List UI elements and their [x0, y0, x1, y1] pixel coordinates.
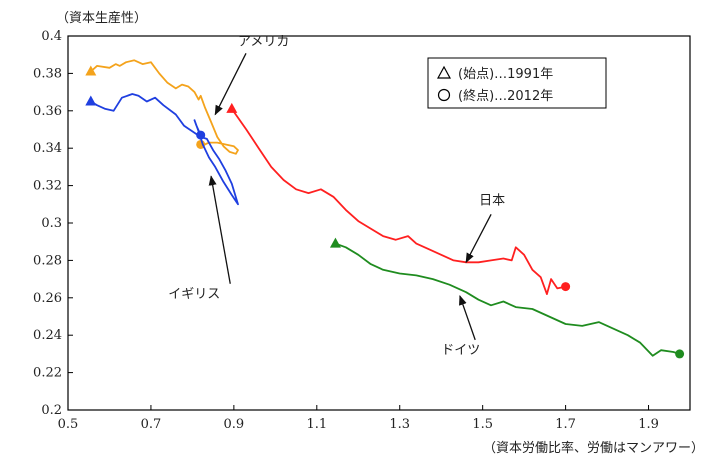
y-tick-label: 0.32 [33, 179, 62, 194]
y-tick-label: 0.38 [33, 66, 62, 81]
x-tick-label: 0.5 [58, 417, 79, 432]
legend: (始点)…1991年 (終点)…2012年 [427, 57, 607, 109]
annotation-arrow-usa [214, 53, 247, 116]
series-germany [329, 237, 685, 359]
y-axis-label: （資本生産性） [56, 10, 147, 26]
y-tick-label: 0.4 [41, 29, 62, 44]
y-tick-label: 0.3 [41, 216, 62, 231]
x-tick-label: 1.3 [389, 417, 410, 432]
legend-triangle-icon [436, 65, 452, 79]
start-marker-japan [226, 102, 238, 113]
annotation-arrow-japan [465, 213, 492, 264]
legend-circle-icon [437, 88, 451, 102]
legend-end-label: (終点)…2012年 [458, 88, 553, 104]
series-line-usa [90, 59, 239, 155]
series-uk [85, 93, 239, 206]
y-tick-label: 0.22 [33, 366, 62, 381]
series-usa [85, 59, 239, 155]
x-tick-label: 0.7 [141, 417, 162, 432]
end-marker-japan [561, 282, 571, 292]
series-line-germany [335, 242, 680, 357]
x-axis-label: （資本労働比率、労働はマンアワー） [483, 440, 704, 456]
y-tick-label: 0.34 [33, 141, 62, 156]
legend-start-label: (始点)…1991年 [458, 67, 553, 82]
legend-box [427, 57, 607, 109]
x-tick-label: 1.7 [555, 417, 576, 432]
start-marker-uk [85, 95, 97, 106]
y-tick-label: 0.2 [41, 403, 62, 418]
x-tick-label: 1.1 [306, 417, 327, 432]
y-tick-label: 0.28 [33, 253, 62, 268]
series-line-uk [90, 93, 239, 206]
y-tick-label: 0.26 [33, 291, 62, 306]
start-marker-germany [329, 237, 341, 248]
series-lines [85, 59, 685, 359]
annotation-label-germany: ドイツ [441, 343, 480, 358]
annotation-label-uk: イギリス [168, 287, 220, 302]
end-marker-germany [675, 349, 685, 359]
annotation-arrow-germany [459, 294, 476, 341]
annotation-label-usa: アメリカ [238, 34, 289, 49]
annotation-label-japan: 日本 [479, 193, 505, 208]
series-japan [226, 102, 571, 295]
end-marker-uk [196, 130, 206, 140]
axes: 0.2 0.22 0.24 0.26 0.28 0.3 0.32 0.34 0.36 0.38 0.… [33, 29, 691, 432]
y-tick-label: 0.24 [33, 328, 62, 343]
y-tick-label: 0.36 [33, 104, 62, 119]
annotation-arrow-uk [208, 175, 231, 284]
series-line-japan [231, 108, 566, 295]
x-tick-label: 0.9 [224, 417, 245, 432]
x-tick-label: 1.5 [472, 417, 493, 432]
x-tick-label: 1.9 [638, 417, 659, 432]
start-marker-usa [85, 65, 97, 76]
